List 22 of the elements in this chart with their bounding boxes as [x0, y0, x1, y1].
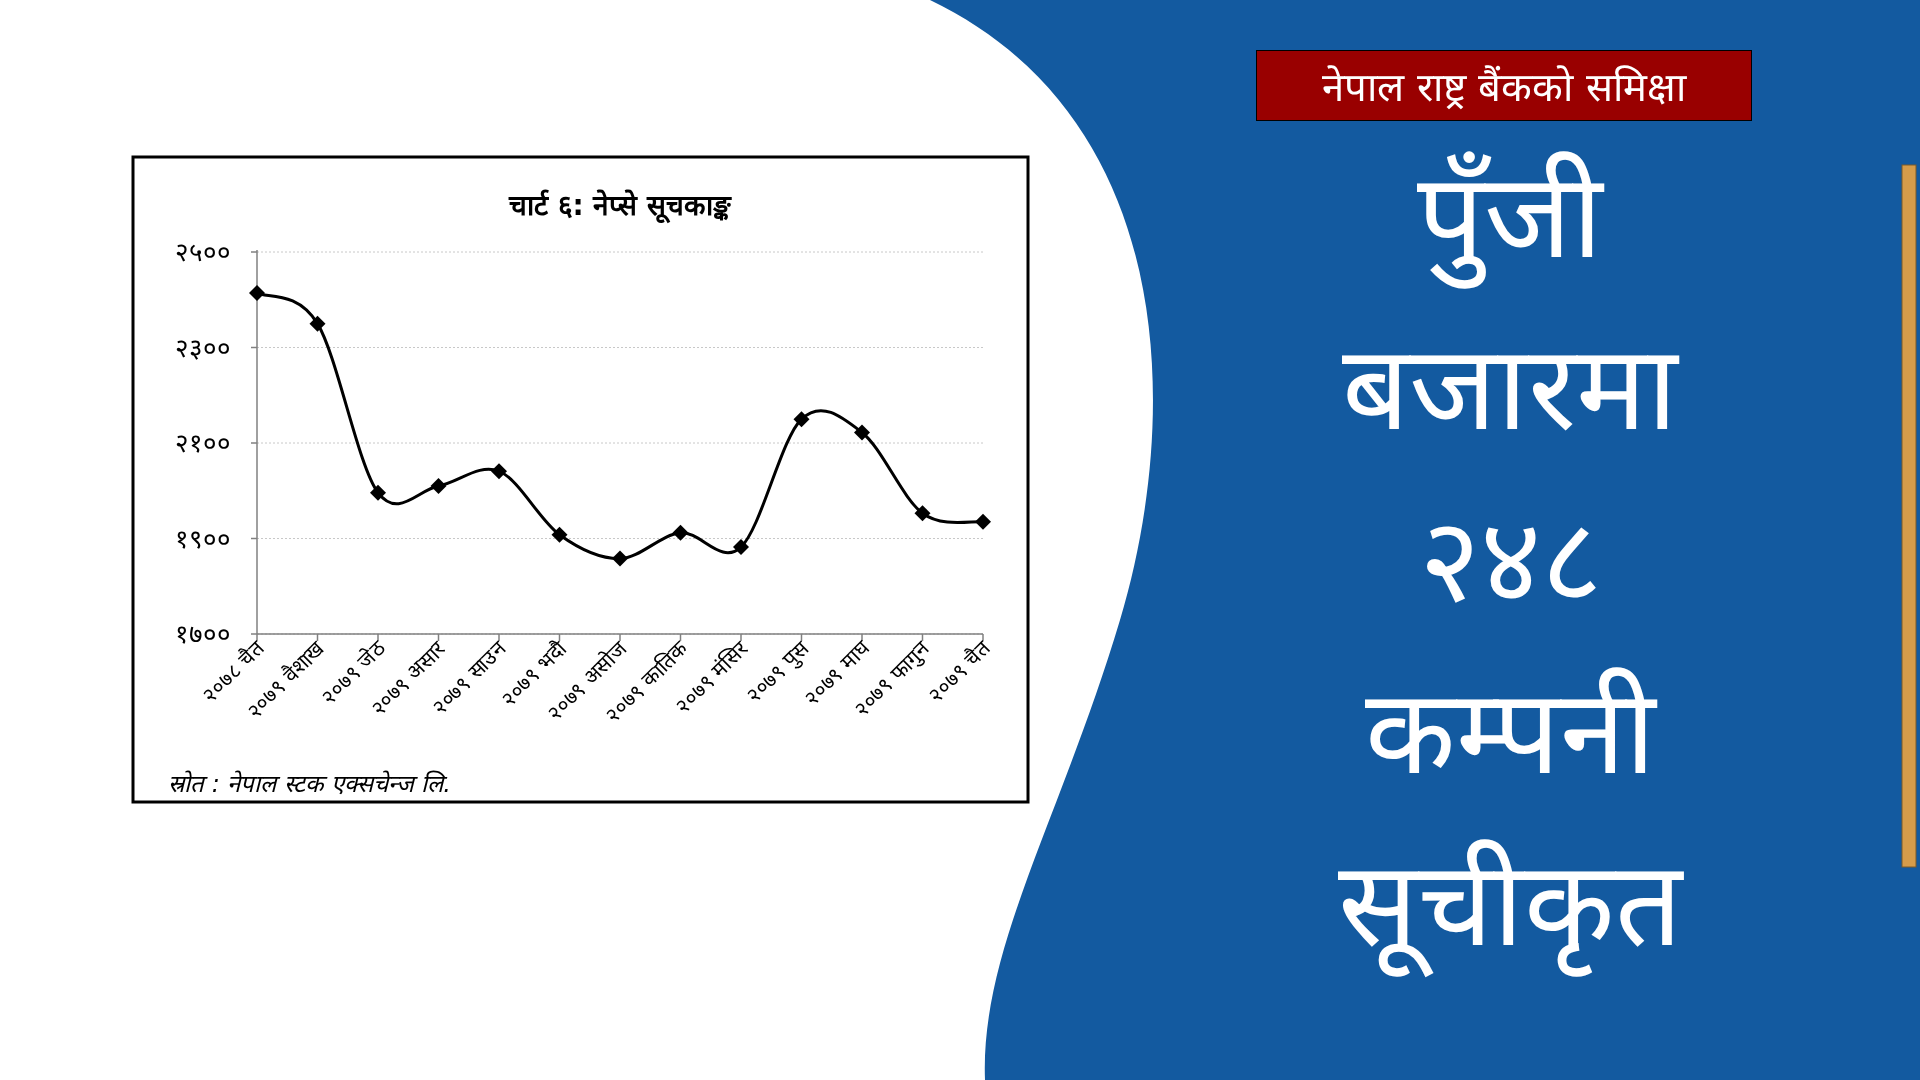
- point: [612, 550, 628, 567]
- point: [309, 315, 326, 332]
- chart-title: चार्ट ६: नेप्से सूचकाङ्क: [507, 189, 733, 224]
- point: [914, 505, 931, 522]
- point: [793, 411, 810, 428]
- text: नेपाल राष्ट्र बैंकको समिक्षा: [1256, 50, 1752, 121]
- point: [430, 477, 447, 494]
- text: स्रोत : नेपाल स्टक एक्सचेन्ज लि.: [168, 770, 451, 798]
- point: [491, 463, 507, 480]
- point: [551, 526, 568, 543]
- point: [370, 484, 386, 501]
- y-tick-label: २१००: [175, 428, 231, 458]
- y-tick-label: २५००: [175, 237, 231, 267]
- point: [854, 424, 870, 441]
- y-tick-label: १९००: [175, 523, 231, 554]
- point: [672, 524, 689, 541]
- y-tick-label: २३००: [175, 332, 231, 363]
- point: [733, 539, 749, 556]
- y-tick-label: १७००: [175, 619, 231, 649]
- text: पुँजी बजारमा २४८ कम्पनी सूचीकृत: [1337, 146, 1685, 979]
- point: [975, 513, 991, 530]
- point: [249, 285, 265, 302]
